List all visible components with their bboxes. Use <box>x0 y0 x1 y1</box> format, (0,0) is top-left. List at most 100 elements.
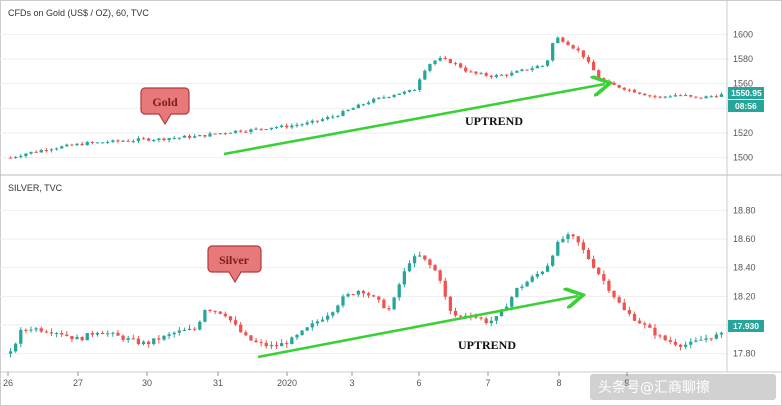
gold-candle-body <box>407 89 412 92</box>
silver-candle-body <box>443 280 447 297</box>
silver-candle-body <box>244 332 248 336</box>
x-tick-label: 31 <box>213 378 223 388</box>
gold-candle-body <box>269 127 274 130</box>
silver-candle-body <box>346 294 350 297</box>
silver-candle-body <box>412 256 417 264</box>
silver-candle-body <box>689 341 693 345</box>
silver-price-tag: 17.930 <box>728 320 764 332</box>
silver-candle-body <box>612 290 616 298</box>
gold-candle-body <box>193 136 197 138</box>
silver-candle-body <box>632 313 637 321</box>
silver-candle-body <box>305 327 309 331</box>
gold-candle-body <box>121 140 125 142</box>
gold-candle-body <box>637 92 642 94</box>
gold-candle-body <box>433 60 437 65</box>
silver-candle-body <box>106 333 110 335</box>
gold-candle-body <box>80 143 84 146</box>
silver-candle-body <box>392 297 396 310</box>
silver-candle-body <box>326 315 330 320</box>
gold-candle-body <box>315 120 320 122</box>
silver-candles <box>8 232 724 358</box>
x-axis: 26 27 30 31 2020 3 6 7 8 9 <box>3 372 630 388</box>
gold-candle-body <box>469 71 473 73</box>
gold-candle-body <box>545 60 550 66</box>
silver-candle-body <box>285 343 289 345</box>
silver-y-tick-label: 18.40 <box>733 263 756 273</box>
gold-candle-body <box>346 109 350 112</box>
silver-candle-body <box>14 343 18 352</box>
gold-candle-body <box>402 91 406 94</box>
gold-candle-body <box>279 125 284 128</box>
gold-candle-body <box>597 70 601 79</box>
gold-candle-body <box>361 104 366 106</box>
gold-candle-body <box>412 89 417 91</box>
gold-candle-body <box>699 97 703 99</box>
gold-candle-body <box>653 95 657 97</box>
gold-candle-body <box>111 140 115 142</box>
gold-candle-body <box>540 65 545 67</box>
silver-candle-body <box>581 242 585 250</box>
gold-candle-body <box>515 71 519 73</box>
x-tick-label: 27 <box>73 378 83 388</box>
silver-candle-body <box>653 327 657 336</box>
silver-candle-body <box>494 316 499 321</box>
gold-candle-body <box>172 138 176 140</box>
gold-grid <box>0 33 727 159</box>
silver-candle-body <box>627 310 632 314</box>
gold-candle-body <box>19 156 23 158</box>
silver-candle-body <box>561 239 565 242</box>
gold-candle-body <box>208 133 212 137</box>
silver-candle-body <box>254 340 258 343</box>
silver-candle-body <box>75 336 79 340</box>
gold-candle-body <box>203 135 207 137</box>
gold-candle-body <box>356 104 360 109</box>
gold-candle-body <box>689 95 693 97</box>
gold-candle-body <box>622 87 626 90</box>
gold-candle-body <box>106 141 110 143</box>
silver-candle-body <box>70 336 74 340</box>
silver-candle-body <box>719 332 724 335</box>
gold-candle-body <box>372 98 376 103</box>
gold-candle-body <box>249 129 253 132</box>
silver-candle-body <box>239 324 243 333</box>
gold-candle-body <box>648 95 652 97</box>
gold-candle-body <box>14 156 18 158</box>
silver-candle-body <box>300 330 304 335</box>
silver-candle-body <box>136 338 141 345</box>
gold-candle-body <box>719 94 724 97</box>
gold-candle-body <box>453 63 458 65</box>
silver-candle-body <box>699 339 703 341</box>
silver-callout-label: Silver <box>219 253 250 267</box>
x-tick-label: 7 <box>485 378 490 388</box>
gold-candle-body <box>305 122 309 125</box>
gold-candle-body <box>571 45 575 49</box>
gold-candle-body <box>602 78 606 81</box>
silver-candle-body <box>540 271 545 274</box>
gold-candle-body <box>551 43 555 61</box>
silver-uptrend-arrow <box>257 296 578 359</box>
silver-candle-body <box>223 313 227 317</box>
gold-pane: CFDs on Gold (US$ / OZ), 60, TVC 1500 152… <box>0 8 753 163</box>
silver-callout: Silver <box>207 245 262 284</box>
silver-pane: SILVER, TVC 17.8018.0018.2018.4018.6018.… <box>0 183 756 359</box>
gold-candle-body <box>331 116 335 118</box>
gold-candle-body <box>510 72 514 76</box>
gold-candle-body <box>182 135 187 138</box>
gold-candle-body <box>458 63 463 68</box>
gold-y-tick-label: 1500 <box>733 153 753 163</box>
gold-candle-body <box>423 70 427 80</box>
gold-candle-body <box>239 130 243 132</box>
silver-candle-body <box>428 259 432 266</box>
silver-candle-body <box>187 328 192 331</box>
silver-candle-body <box>34 328 38 330</box>
gold-candle-body <box>8 157 13 159</box>
silver-candle-body <box>704 338 708 340</box>
x-tick-label: 2020 <box>277 378 297 388</box>
silver-candle-body <box>19 329 23 344</box>
gold-last-price-tag <box>728 87 764 99</box>
silver-candle-body <box>295 334 299 338</box>
silver-candle-body <box>177 330 181 333</box>
gold-candle-body <box>576 48 580 51</box>
gold-candle-body <box>668 96 672 98</box>
silver-candle-body <box>453 310 458 316</box>
